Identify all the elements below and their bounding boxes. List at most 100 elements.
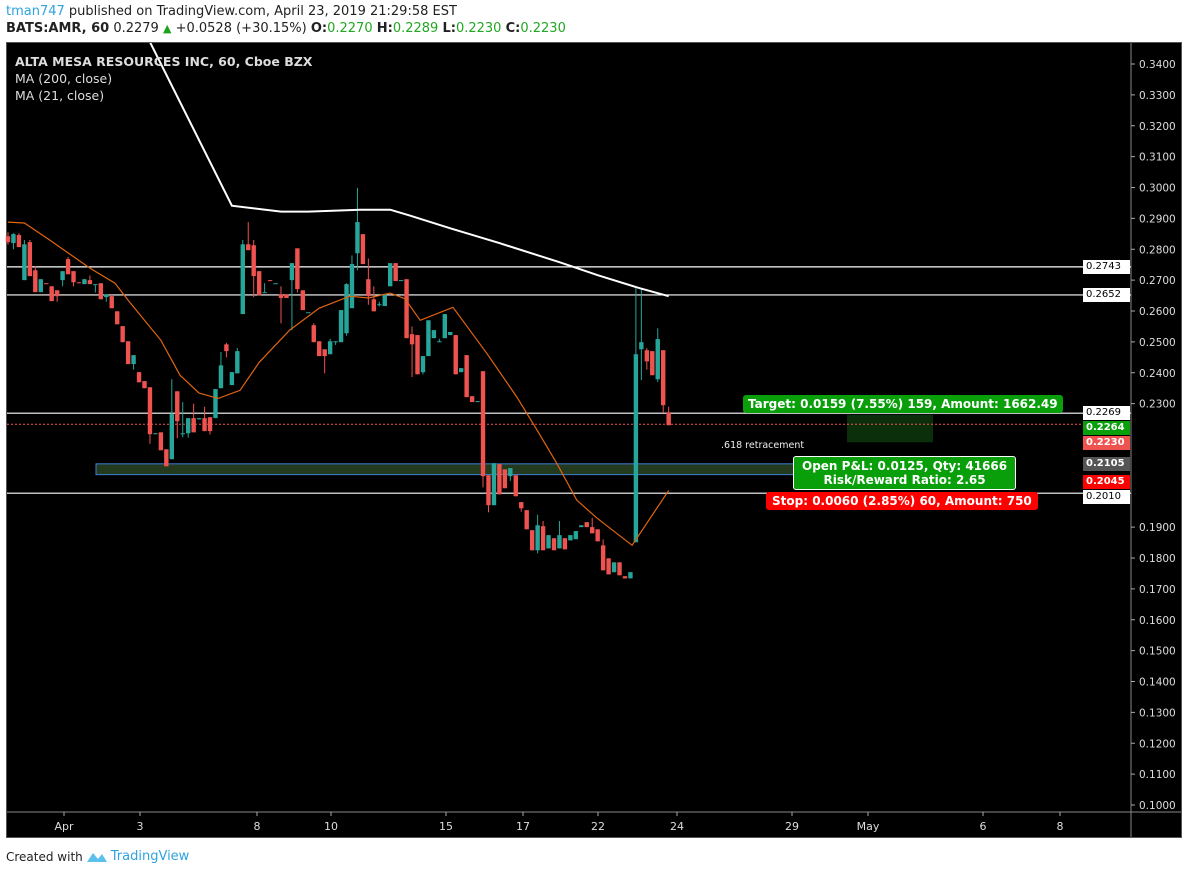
x-tick-label: 17 [516, 820, 530, 833]
x-tick-label: 15 [439, 820, 453, 833]
chart-legend: ALTA MESA RESOURCES INC, 60, Cboe BZX MA… [15, 53, 312, 104]
candle-body [360, 234, 366, 265]
y-tick-label: 0.2400 [1139, 368, 1176, 380]
candle-body [71, 271, 76, 283]
candle-body [622, 576, 628, 579]
candle-body [355, 222, 360, 254]
candle-body [393, 263, 398, 282]
legend-ma200[interactable]: MA (200, close) [15, 71, 113, 86]
candle-body [235, 351, 240, 374]
candle-body [267, 280, 273, 282]
y-tick-label: 0.2900 [1139, 213, 1176, 225]
candle-body [273, 283, 278, 285]
candle-body [125, 341, 131, 365]
y-tick-label: 0.1800 [1139, 553, 1176, 565]
ma21-line [7, 221, 670, 547]
open-value: 0.2270 [327, 21, 373, 36]
candle-body [371, 299, 377, 312]
candle-body [458, 368, 464, 373]
candle-body [464, 355, 469, 398]
tradingview-logo-icon [86, 852, 107, 862]
candle-body [5, 236, 11, 243]
candle-body [158, 432, 164, 451]
candle-body [398, 280, 404, 282]
candle-body [213, 389, 218, 419]
price-label-white: 0.2010 [1083, 490, 1130, 505]
candle-body [366, 279, 371, 297]
candle-body [109, 296, 114, 309]
y-tick-label: 0.2300 [1139, 399, 1176, 411]
stop-label: Stop: 0.0060 (2.85%) 60, Amount: 750 [766, 492, 1038, 510]
legend-ma21[interactable]: MA (21, close) [15, 88, 105, 103]
y-tick-label: 0.2800 [1139, 244, 1176, 256]
candle-body [469, 396, 475, 403]
price-label-white: 0.2743 [1083, 259, 1130, 274]
candle-body [262, 292, 267, 294]
candle-body [115, 311, 120, 325]
candle-body [49, 286, 54, 302]
price-label-red: 0.2045 [1083, 475, 1130, 490]
candle-body [431, 330, 437, 339]
candle-body [529, 530, 535, 551]
candle-body [562, 538, 568, 550]
candle-body [377, 304, 382, 306]
last-price: 0.2279 [113, 21, 159, 36]
candle-body [33, 270, 38, 293]
candle-body [497, 464, 502, 495]
y-tick-label: 0.1700 [1139, 584, 1176, 596]
target-zone [847, 414, 933, 443]
y-tick-label: 0.2600 [1139, 306, 1176, 318]
candle-body [595, 529, 600, 542]
candle-body [93, 284, 98, 286]
y-tick-label: 0.1100 [1139, 769, 1176, 781]
candle-body [650, 351, 655, 376]
candle-body [404, 279, 409, 339]
candle-body [617, 562, 622, 576]
candle-body [409, 334, 415, 345]
candle-body [327, 341, 333, 355]
y-tick-label: 0.3300 [1139, 90, 1176, 102]
author-link[interactable]: tman747 [6, 4, 65, 19]
x-tick-label: 22 [591, 820, 605, 833]
candle-body [338, 310, 344, 343]
x-tick-label: 24 [670, 820, 684, 833]
candle-body [175, 391, 180, 422]
legend-title: ALTA MESA RESOURCES INC, 60, Cboe BZX [15, 54, 313, 69]
candle-body [278, 294, 284, 299]
price-label-gray: 0.2105 [1083, 456, 1130, 471]
candle-body [104, 294, 109, 298]
target-label: Target: 0.0159 (7.55%) 159, Amount: 1662… [743, 395, 1063, 413]
symbol-info: BATS:AMR, 60 0.2279 ▲ +0.0528 (+30.15%) … [6, 21, 566, 36]
candle-body [600, 545, 606, 571]
y-tick-label: 0.2700 [1139, 275, 1176, 287]
candle-body [590, 527, 595, 534]
candle-body [382, 294, 387, 307]
candle-body [11, 234, 16, 244]
candle-body [644, 350, 650, 362]
x-tick-label: 6 [980, 820, 987, 833]
candle-body [437, 341, 442, 343]
candle-body [568, 535, 573, 541]
candle-body [639, 342, 644, 350]
candle-body [333, 341, 338, 343]
candle-body [551, 538, 557, 551]
candle-body [420, 356, 426, 373]
candle-body [502, 469, 508, 489]
high-label: H: [376, 21, 393, 36]
x-tick-label: 29 [785, 820, 799, 833]
y-tick-label: 0.1400 [1139, 677, 1176, 689]
candle-body [311, 325, 316, 343]
candle-body [54, 290, 60, 297]
price-label-white: 0.2652 [1083, 287, 1130, 302]
candle-body [448, 331, 453, 336]
candle-body [153, 433, 158, 435]
candle-body [508, 468, 513, 477]
tradingview-link[interactable]: TradingView [110, 849, 190, 864]
y-tick-label: 0.1000 [1139, 800, 1176, 812]
chart-area[interactable] [6, 42, 1182, 838]
candle-body [136, 372, 142, 383]
x-tick-label: 8 [1057, 820, 1064, 833]
footer: Created with TradingView [6, 849, 189, 864]
candle-body [131, 355, 136, 365]
